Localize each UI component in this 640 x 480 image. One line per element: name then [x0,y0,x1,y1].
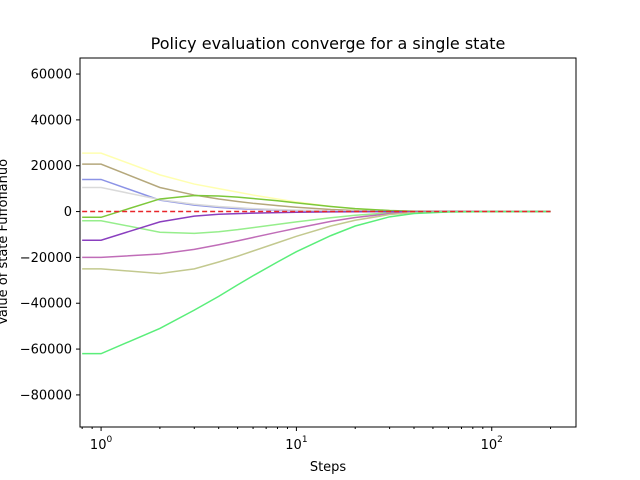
y-axis-label: Value of state Fuffofianuo [0,159,11,325]
x-tick-label: 100 [90,435,113,453]
x-tick-label: 101 [285,435,307,453]
y-tick-label: 40000 [31,113,72,128]
plot-frame [79,57,577,428]
series-line-10 [82,210,551,355]
y-tick-label: 60000 [31,68,72,83]
y-tick-label: 20000 [31,159,72,174]
y-tick-label: −40000 [20,297,72,312]
y-tick-label: −60000 [20,343,72,358]
y-tick-label: −20000 [20,251,72,266]
y-tick-label: 0 [64,205,72,220]
y-axis: −80000 −60000 −40000 −20000 0 20000 40000 60000 [20,68,80,403]
x-axis-label: Steps [310,460,347,475]
plot-lines [82,152,551,355]
x-axis: 100 101 102 [81,427,552,453]
y-tick-label: −80000 [20,388,72,403]
series-line-7 [82,210,551,241]
series-line-1 [82,152,551,213]
x-tick-label: 102 [481,435,503,453]
chart-title: Policy evaluation converge for a single … [151,34,506,53]
series-line-8 [82,210,551,259]
